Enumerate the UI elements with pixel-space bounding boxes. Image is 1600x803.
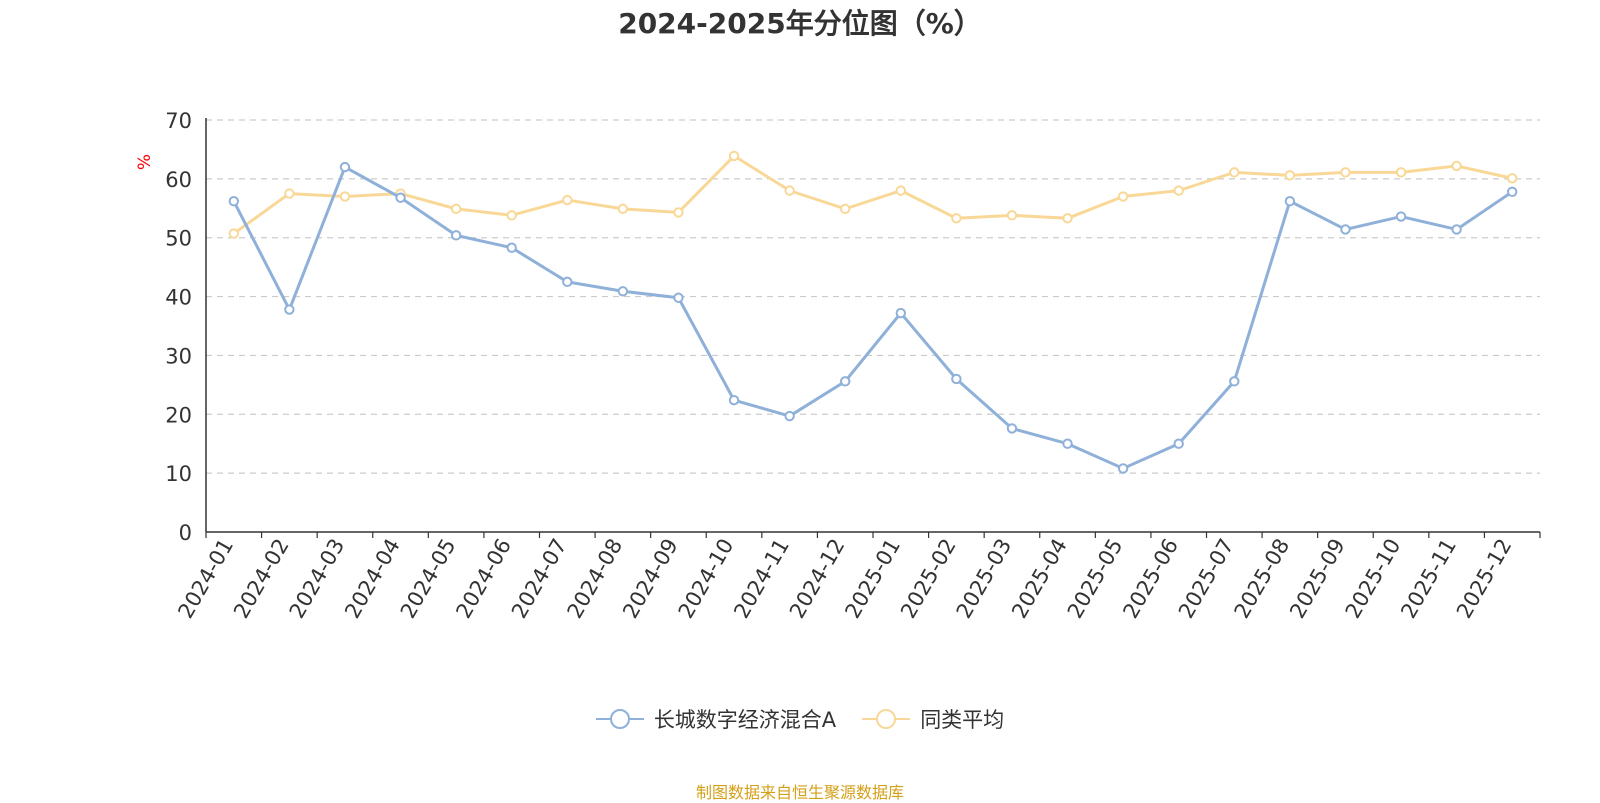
point-0-2024-02[interactable] (284, 304, 295, 315)
y-tick-label-70: 70 (165, 109, 192, 133)
series-lines (228, 150, 1518, 474)
point-0-2025-04[interactable] (1062, 438, 1073, 449)
point-1-2024-11[interactable] (784, 185, 795, 196)
point-1-2024-05[interactable] (450, 203, 462, 215)
x-tick-label-2024-04: 2024-04 (340, 535, 405, 623)
point-0-2024-11[interactable] (784, 410, 795, 422)
point-1-2024-08[interactable] (617, 203, 629, 215)
x-tick-label-2024-01: 2024-01 (173, 535, 238, 623)
x-tick-label-2025-11: 2025-11 (1396, 535, 1461, 623)
y-tick-label-20: 20 (165, 403, 192, 427)
point-1-2025-01[interactable] (895, 185, 906, 196)
axes: 0102030405060702024-012024-022024-032024… (165, 109, 1541, 623)
point-1-2025-05[interactable] (1117, 191, 1129, 202)
legend-marker-peer-average-icon (862, 709, 911, 729)
point-0-2025-01[interactable] (895, 307, 906, 319)
point-1-2025-10[interactable] (1395, 167, 1407, 178)
legend-label-peer-average: 同类平均 (920, 708, 1005, 732)
y-tick-label-40: 40 (165, 286, 192, 310)
point-0-2024-05[interactable] (450, 230, 462, 241)
point-0-2025-11[interactable] (1451, 224, 1462, 235)
point-1-2024-02[interactable] (284, 188, 295, 199)
point-1-2025-02[interactable] (951, 213, 962, 224)
point-1-2025-04[interactable] (1062, 213, 1073, 224)
series-line-0 (232, 165, 1514, 470)
x-tick-label-2025-01: 2025-01 (840, 535, 905, 623)
x-tick-label-2024-10: 2024-10 (674, 535, 739, 623)
y-tick-label-30: 30 (165, 344, 192, 368)
legend-item-fund[interactable]: 长城数字经济混合A (595, 704, 837, 734)
point-0-2025-08[interactable] (1284, 196, 1296, 207)
series-line-1 (232, 154, 1513, 235)
x-tick-label-2024-02: 2024-02 (229, 535, 294, 623)
x-tick-label-2024-05: 2024-05 (396, 535, 461, 623)
x-tick-label-2024-06: 2024-06 (451, 535, 516, 623)
x-tick-label-2024-12: 2024-12 (785, 535, 850, 623)
legend-marker-fund-icon (595, 709, 644, 729)
point-1-2024-01[interactable] (228, 228, 239, 239)
y-tick-label-10: 10 (165, 462, 192, 486)
y-tick-label-60: 60 (165, 168, 192, 192)
point-1-2024-06[interactable] (506, 210, 517, 221)
x-tick-label-2025-08: 2025-08 (1230, 535, 1295, 623)
point-1-2025-03[interactable] (1006, 210, 1018, 221)
y-tick-label-0: 0 (179, 521, 192, 545)
point-0-2024-08[interactable] (617, 286, 629, 297)
point-0-2024-10[interactable] (728, 394, 740, 406)
point-0-2024-01[interactable] (228, 196, 239, 207)
point-0-2024-07[interactable] (562, 276, 573, 288)
legend: 长城数字经济混合A 同类平均 (0, 704, 1600, 734)
point-0-2025-02[interactable] (951, 373, 962, 385)
point-0-2025-09[interactable] (1340, 224, 1351, 235)
x-tick-label-2024-11: 2024-11 (729, 535, 794, 623)
x-tick-label-2025-04: 2025-04 (1007, 535, 1072, 623)
point-1-2024-07[interactable] (562, 194, 573, 206)
point-1-2025-09[interactable] (1340, 167, 1351, 178)
point-0-2024-12[interactable] (840, 376, 851, 387)
point-1-2024-12[interactable] (840, 203, 851, 215)
point-0-2024-09[interactable] (673, 292, 684, 303)
x-tick-label-2025-05: 2025-05 (1063, 535, 1128, 623)
point-1-2024-03[interactable] (339, 191, 351, 202)
point-1-2025-11[interactable] (1451, 160, 1462, 172)
series-0 (228, 161, 1518, 474)
point-1-2025-07[interactable] (1229, 167, 1240, 178)
x-tick-label-2025-09: 2025-09 (1285, 535, 1350, 623)
y-axis-label: % (135, 154, 155, 170)
point-1-2024-09[interactable] (673, 207, 684, 218)
x-tick-label-2024-07: 2024-07 (507, 535, 572, 623)
grid-lines (206, 119, 1540, 474)
point-0-2025-10[interactable] (1395, 211, 1407, 222)
point-0-2025-05[interactable] (1117, 463, 1129, 474)
x-tick-label-2025-02: 2025-02 (896, 535, 961, 623)
x-tick-label-2024-09: 2024-09 (618, 535, 683, 623)
point-1-2025-12[interactable] (1507, 173, 1518, 184)
y-tick-label-50: 50 (165, 227, 192, 251)
x-tick-label-2025-07: 2025-07 (1174, 535, 1239, 623)
x-tick-label-2024-08: 2024-08 (563, 535, 628, 623)
legend-label-fund: 长城数字经济混合A (653, 708, 837, 732)
point-0-2024-06[interactable] (506, 242, 517, 253)
x-tick-label-2025-03: 2025-03 (952, 534, 1017, 622)
x-tick-label-2025-12: 2025-12 (1452, 535, 1517, 623)
point-0-2025-06[interactable] (1173, 438, 1184, 449)
point-0-2025-07[interactable] (1229, 376, 1240, 387)
data-source-note: 制图数据来自恒生聚源数据库 (695, 783, 904, 802)
series-1 (228, 150, 1518, 239)
x-tick-label-2025-10: 2025-10 (1341, 535, 1406, 623)
point-1-2025-06[interactable] (1173, 185, 1184, 196)
point-0-2024-03[interactable] (339, 161, 351, 173)
point-0-2024-04[interactable] (395, 192, 406, 203)
chart-title: 2024-2025年分位图（%） (618, 7, 982, 40)
point-0-2025-12[interactable] (1507, 186, 1518, 198)
point-1-2025-08[interactable] (1284, 170, 1296, 181)
legend-item-peer-average[interactable]: 同类平均 (862, 704, 1004, 734)
x-tick-label-2025-06: 2025-06 (1118, 535, 1183, 623)
point-1-2024-10[interactable] (728, 150, 740, 162)
point-0-2025-03[interactable] (1006, 423, 1018, 434)
x-tick-label-2024-03: 2024-03 (285, 535, 350, 623)
